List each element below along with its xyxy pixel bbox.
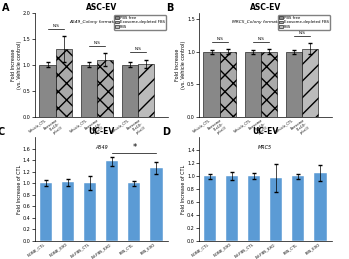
Bar: [62, 182, 74, 241]
Title: ASC-EV: ASC-EV: [250, 3, 281, 12]
Bar: [292, 176, 304, 241]
Bar: [97, 60, 113, 117]
Bar: [150, 168, 163, 241]
Bar: [286, 52, 302, 117]
Text: MRC5: MRC5: [258, 145, 272, 149]
Text: D: D: [162, 127, 170, 137]
Text: N.S: N.S: [135, 47, 142, 51]
Bar: [245, 52, 261, 117]
Text: N.S: N.S: [94, 41, 101, 45]
Text: A: A: [2, 3, 9, 13]
Text: MRC5_Colony formation assay: MRC5_Colony formation assay: [232, 20, 298, 24]
Bar: [261, 52, 277, 117]
Bar: [84, 183, 96, 241]
Y-axis label: Fold Increase of CTL: Fold Increase of CTL: [181, 164, 186, 214]
Text: *: *: [132, 143, 136, 152]
Title: UC-EV: UC-EV: [88, 127, 114, 136]
Text: N.S: N.S: [299, 31, 306, 35]
Bar: [204, 176, 216, 241]
Bar: [270, 178, 282, 241]
Bar: [39, 65, 55, 117]
Bar: [203, 52, 220, 117]
Text: B: B: [166, 3, 173, 13]
Bar: [81, 65, 97, 117]
Bar: [122, 65, 138, 117]
Bar: [314, 173, 327, 241]
Bar: [106, 161, 118, 241]
Bar: [55, 49, 72, 117]
Text: A549_Colony formation assay: A549_Colony formation assay: [69, 20, 134, 24]
Text: N.S: N.S: [216, 37, 223, 41]
Y-axis label: Fold Increase of CTL: Fold Increase of CTL: [17, 164, 22, 214]
Bar: [248, 176, 260, 241]
Bar: [302, 49, 318, 117]
Legend: PBS free, Exosome-depleted FBS, FBS: PBS free, Exosome-depleted FBS, FBS: [279, 15, 329, 30]
Bar: [40, 183, 52, 241]
Bar: [138, 64, 154, 117]
Title: ASC-EV: ASC-EV: [86, 3, 117, 12]
Text: N.S: N.S: [52, 24, 59, 28]
Title: UC-EV: UC-EV: [252, 127, 279, 136]
Y-axis label: Fold Increase
(vs. Vehicle control): Fold Increase (vs. Vehicle control): [175, 41, 186, 89]
Y-axis label: Fold Increase
(vs. Vehicle control): Fold Increase (vs. Vehicle control): [11, 41, 22, 89]
Text: N.S: N.S: [258, 37, 265, 41]
Legend: PBS free, Exosome-depleted FBS, FBS: PBS free, Exosome-depleted FBS, FBS: [114, 15, 165, 30]
Bar: [128, 183, 140, 241]
Text: A549: A549: [95, 145, 107, 149]
Text: C: C: [0, 127, 5, 137]
Bar: [220, 52, 236, 117]
Bar: [226, 176, 238, 241]
